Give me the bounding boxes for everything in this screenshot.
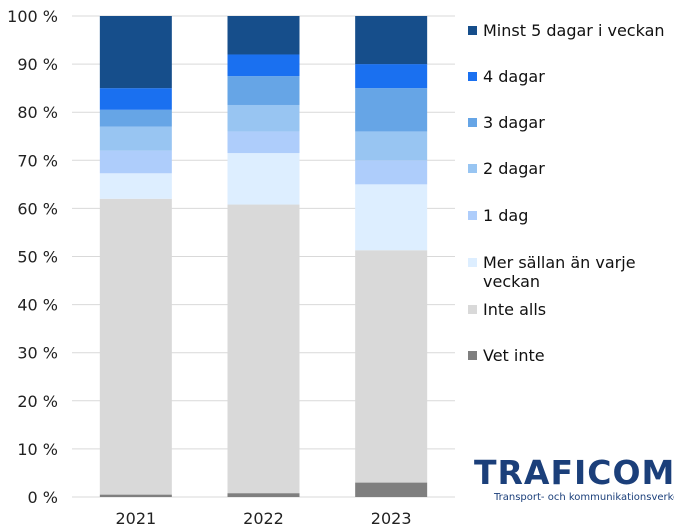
y-tick-label: 80 %	[17, 103, 58, 122]
bar-segment	[99, 109, 172, 127]
x-tick-label: 2022	[243, 509, 284, 528]
legend-swatch	[468, 72, 477, 81]
logo-wordmark: TRAFICOM	[474, 453, 674, 492]
y-tick-label: 10 %	[17, 440, 58, 459]
bar-segment	[227, 54, 300, 77]
y-axis-tick-labels: 0 % 10 % 20 % 30 % 40 % 50 % 60 % 70 % 80 % 90 % 1…	[7, 7, 58, 507]
bar-segment	[227, 16, 300, 55]
bar-segment	[355, 250, 428, 483]
bar-segment	[99, 16, 172, 89]
logo-subtitle: Transport- och kommunikationsverket	[493, 492, 674, 503]
y-tick-label: 40 %	[17, 296, 58, 315]
legend-entry: 3 dagar	[483, 113, 545, 132]
bar-segment	[227, 153, 300, 205]
x-axis-tick-labels: 2021 2022 2023	[115, 509, 411, 528]
bar-segment	[227, 131, 300, 154]
bar-segment	[99, 173, 172, 199]
bar-segment	[99, 150, 172, 174]
bar-segment	[355, 131, 428, 161]
legend-entry: Mer sällan än varje veckan	[483, 253, 636, 291]
bar-segment	[355, 88, 428, 132]
traficom-logo: TRAFICOM Transport- och kommunikationsve…	[474, 453, 674, 503]
bar-segment	[355, 160, 428, 185]
bar-segment	[99, 126, 172, 151]
y-tick-label: 50 %	[17, 248, 58, 267]
bar-segment	[355, 184, 428, 251]
y-tick-label: 70 %	[17, 151, 58, 170]
y-tick-label: 90 %	[17, 55, 58, 74]
legend-entry: Minst 5 dagar i veckan	[483, 21, 665, 40]
legend-entry: Vet inte	[483, 346, 545, 365]
y-tick-label: 20 %	[17, 392, 58, 411]
legend: Minst 5 dagar i veckan 4 dagar 3 dagar 2 da…	[468, 21, 665, 365]
legend-swatch	[468, 351, 477, 360]
y-tick-label: 100 %	[7, 7, 58, 26]
bar-segment	[227, 104, 300, 132]
legend-entry: 2 dagar	[483, 159, 545, 178]
legend-entry: 1 dag	[483, 206, 528, 225]
legend-swatch	[468, 118, 477, 127]
legend-swatch	[468, 26, 477, 35]
bar-segment	[227, 493, 300, 497]
bar-segment	[227, 204, 300, 494]
bar-segment	[355, 64, 428, 89]
legend-swatch	[468, 305, 477, 314]
bar-segment	[99, 494, 172, 497]
bar-segment	[227, 76, 300, 105]
legend-swatch	[468, 258, 477, 267]
y-tick-label: 0 %	[28, 488, 58, 507]
bar-segment	[355, 482, 428, 497]
legend-swatch	[468, 164, 477, 173]
x-tick-label: 2023	[371, 509, 412, 528]
y-tick-label: 60 %	[17, 199, 58, 218]
x-tick-label: 2021	[115, 509, 156, 528]
y-tick-label: 30 %	[17, 344, 58, 363]
bar-segment	[99, 198, 172, 495]
bar-segment	[355, 16, 428, 65]
legend-entry: 4 dagar	[483, 67, 545, 86]
legend-entry: Inte alls	[483, 300, 546, 319]
legend-swatch	[468, 211, 477, 220]
bar-segment	[99, 88, 172, 110]
bars	[99, 16, 428, 497]
